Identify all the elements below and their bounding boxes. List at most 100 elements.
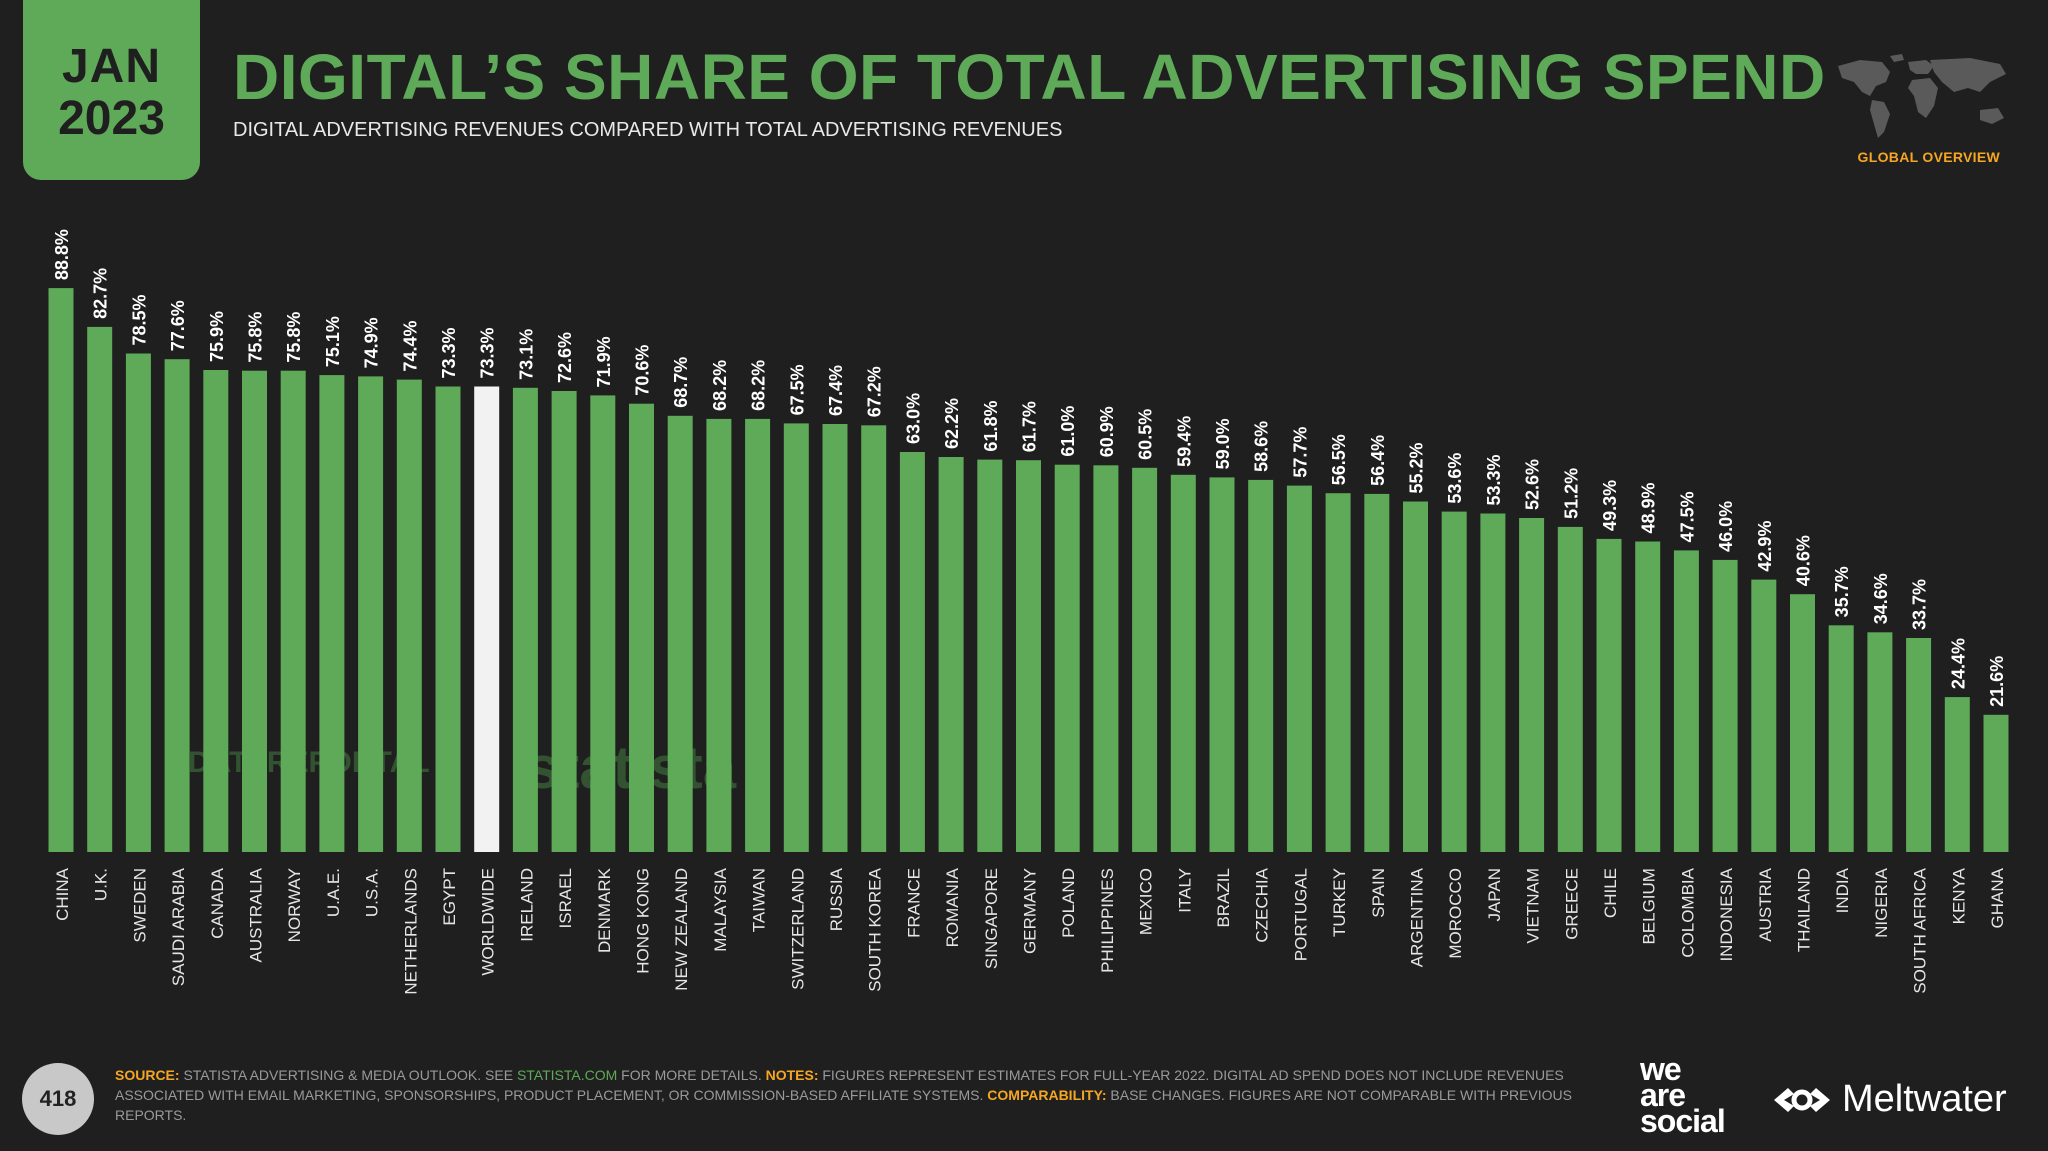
value-label: 55.2% bbox=[1407, 442, 1427, 493]
value-label: 82.7% bbox=[91, 268, 111, 319]
category-label: WORLDWIDE bbox=[479, 868, 498, 976]
value-label: 33.7% bbox=[1910, 579, 1930, 630]
category-label: KENYA bbox=[1949, 867, 1968, 924]
bar-germany bbox=[1016, 460, 1041, 852]
category-label: THAILAND bbox=[1795, 868, 1814, 952]
bar-turkey bbox=[1325, 493, 1351, 852]
bar-canada bbox=[203, 370, 229, 852]
category-label: MEXICO bbox=[1137, 868, 1156, 935]
page-number: 418 bbox=[22, 1063, 94, 1135]
value-label: 88.8% bbox=[52, 229, 72, 280]
meltwater-icon bbox=[1774, 1087, 1830, 1112]
value-label: 70.6% bbox=[633, 345, 653, 396]
category-label: CANADA bbox=[208, 867, 227, 939]
bar-spain bbox=[1364, 493, 1390, 852]
bar-colombia bbox=[1673, 550, 1699, 852]
bar-chile bbox=[1596, 538, 1622, 852]
comparability-text: BASE CHANGES. FIGURES ARE NOT COMPARABLE… bbox=[115, 1087, 1572, 1123]
value-label: 71.9% bbox=[594, 336, 614, 387]
category-label: MALAYSIA bbox=[711, 867, 730, 951]
value-label: 75.1% bbox=[323, 316, 343, 367]
value-label: 68.7% bbox=[671, 357, 691, 408]
bar-japan bbox=[1480, 513, 1506, 852]
value-label: 77.6% bbox=[168, 300, 188, 351]
notes-key: NOTES: bbox=[765, 1067, 819, 1083]
value-label: 75.8% bbox=[246, 312, 266, 363]
category-label: U.S.A. bbox=[363, 868, 382, 917]
bar-argentina bbox=[1403, 501, 1428, 852]
value-label: 68.2% bbox=[710, 360, 730, 411]
category-label: RUSSIA bbox=[827, 867, 846, 931]
value-label: 74.4% bbox=[400, 321, 420, 372]
value-label: 59.0% bbox=[1213, 418, 1233, 469]
category-label: SOUTH AFRICA bbox=[1911, 867, 1930, 993]
bar-u-s-a- bbox=[358, 376, 384, 852]
category-label: GERMANY bbox=[1021, 868, 1040, 954]
value-label: 61.7% bbox=[1020, 401, 1040, 452]
bar-netherlands bbox=[396, 379, 422, 852]
value-label: 78.5% bbox=[129, 294, 149, 345]
bar-vietnam bbox=[1519, 518, 1545, 852]
value-label: 60.9% bbox=[1097, 406, 1117, 457]
bar-sweden bbox=[125, 353, 151, 852]
bar-romania bbox=[938, 457, 964, 852]
category-label: ISRAEL bbox=[556, 868, 575, 928]
value-label: 52.6% bbox=[1523, 459, 1543, 510]
category-label: U.K. bbox=[92, 868, 111, 901]
brand-we: we bbox=[1640, 1051, 1682, 1087]
bar-austria bbox=[1751, 579, 1777, 852]
value-label: 53.3% bbox=[1484, 454, 1504, 505]
value-label: 75.9% bbox=[207, 311, 227, 362]
category-label: ITALY bbox=[1175, 868, 1194, 913]
date-year: 2023 bbox=[58, 92, 165, 145]
source-key: SOURCE: bbox=[115, 1067, 180, 1083]
bar-france bbox=[899, 452, 925, 852]
value-label: 46.0% bbox=[1716, 501, 1736, 552]
bar-australia bbox=[242, 370, 267, 852]
source-link[interactable]: STATISTA.COM bbox=[516, 1067, 618, 1083]
bar-czechia bbox=[1248, 479, 1274, 852]
source-text: STATISTA ADVERTISING & MEDIA OUTLOOK. SE… bbox=[179, 1067, 517, 1083]
category-label: POLAND bbox=[1059, 868, 1078, 938]
category-label: PHILIPPINES bbox=[1098, 868, 1117, 973]
bar-u-k- bbox=[87, 326, 113, 852]
value-label: 56.4% bbox=[1368, 435, 1388, 486]
category-label: VIETNAM bbox=[1524, 868, 1543, 944]
category-label: IRELAND bbox=[517, 868, 536, 942]
bar-portugal bbox=[1286, 485, 1312, 852]
value-label: 42.9% bbox=[1755, 521, 1775, 572]
category-label: EGYPT bbox=[440, 868, 459, 926]
value-label: 48.9% bbox=[1639, 482, 1659, 533]
footer-notes: SOURCE: STATISTA ADVERTISING & MEDIA OUT… bbox=[115, 1065, 1595, 1125]
value-label: 74.9% bbox=[362, 317, 382, 368]
value-label: 67.5% bbox=[787, 364, 807, 415]
category-label: ROMANIA bbox=[943, 867, 962, 947]
category-label: CHINA bbox=[53, 867, 72, 921]
category-label: ARGENTINA bbox=[1408, 867, 1427, 967]
category-label: DENMARK bbox=[595, 867, 614, 953]
value-label: 73.1% bbox=[516, 329, 536, 380]
bar-south-africa bbox=[1906, 638, 1932, 852]
value-label: 40.6% bbox=[1794, 535, 1814, 586]
bar-kenya bbox=[1944, 697, 1970, 852]
date-badge: JAN 2023 bbox=[23, 0, 200, 180]
bar-hong-kong bbox=[629, 403, 654, 852]
category-label: FRANCE bbox=[904, 868, 923, 938]
value-label: 73.3% bbox=[439, 327, 459, 378]
category-label: SAUDI ARABIA bbox=[169, 867, 188, 986]
category-label: TAIWAN bbox=[750, 868, 769, 932]
bar-u-a-e- bbox=[319, 375, 345, 852]
value-label: 56.5% bbox=[1329, 434, 1349, 485]
category-label: INDIA bbox=[1833, 867, 1852, 913]
bar-morocco bbox=[1441, 511, 1467, 852]
value-label: 51.2% bbox=[1561, 468, 1581, 519]
bar-israel bbox=[551, 391, 577, 852]
value-label: 60.5% bbox=[1136, 409, 1156, 460]
value-label: 59.4% bbox=[1174, 416, 1194, 467]
we-are-social-logo: we are social bbox=[1640, 1051, 1726, 1137]
category-label: TURKEY bbox=[1330, 868, 1349, 937]
bar-egypt bbox=[435, 386, 461, 852]
category-label: U.A.E. bbox=[324, 868, 343, 917]
value-label: 21.6% bbox=[1987, 656, 2007, 707]
value-label: 62.2% bbox=[942, 398, 962, 449]
